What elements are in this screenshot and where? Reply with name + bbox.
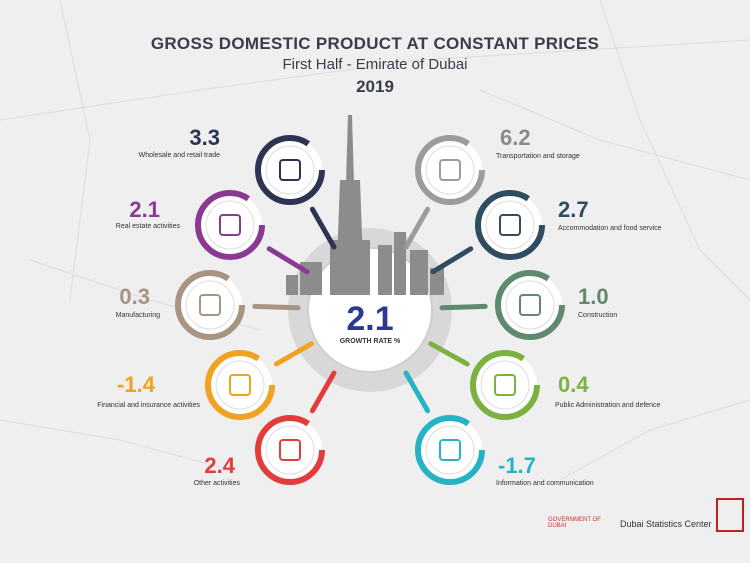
value-information: -1.7 (498, 453, 536, 478)
sector-arrow-3 (273, 341, 314, 367)
label-financial: Financial and insurance activities (97, 402, 200, 409)
label-public-admin: Public Administration and defence (555, 402, 661, 409)
value-other: 2.4 (204, 453, 235, 478)
manufacturing-icon (199, 294, 221, 316)
value-transport: 6.2 (500, 125, 531, 150)
sector-inner-ring-8 (480, 360, 530, 410)
background-map (0, 0, 750, 481)
sector-ring-4 (255, 415, 325, 485)
coin-icon (229, 374, 251, 396)
label-transport: Transportation and storage (496, 153, 580, 160)
sector-ring-8 (470, 350, 540, 420)
chart-subtitle: First Half - Emirate of Dubai (282, 56, 468, 73)
value-public-admin: 0.4 (558, 372, 589, 397)
sector-ring-1 (195, 190, 265, 260)
value-financial: -1.4 (117, 372, 155, 397)
label-manufacturing: Manufacturing (115, 312, 160, 319)
chart-title: GROSS DOMESTIC PRODUCT AT CONSTANT PRICE… (150, 34, 600, 53)
sector-inner-ring-5 (425, 145, 475, 195)
label-accommodation: Accommodation and food service (558, 225, 662, 232)
government-logo-caption: GOVERNMENT OF DUBAI (548, 517, 601, 529)
sector-arrow-9 (403, 370, 431, 414)
sector-inner-ring-6 (485, 200, 535, 250)
center-growth-value: 2.1 (346, 300, 394, 338)
sector-ring-5 (415, 135, 485, 205)
sector-ring-2 (175, 270, 245, 340)
label-wholesale: Wholesale and retail trade (138, 152, 220, 159)
dsc-logo-caption: Dubai Statistics Center (620, 519, 712, 529)
sector-inner-ring-9 (425, 425, 475, 475)
value-manufacturing: 0.3 (119, 284, 150, 309)
sector-arrow-2 (252, 303, 301, 311)
sector-arrow-7 (439, 303, 488, 311)
transport-icon (439, 159, 461, 181)
sector-graphics (175, 135, 565, 485)
excavator-icon (519, 294, 541, 316)
value-accommodation: 2.7 (558, 197, 589, 222)
value-real-estate: 2.1 (129, 197, 160, 222)
sector-inner-ring-4 (265, 425, 315, 475)
official-icon (494, 374, 516, 396)
building-icon (219, 214, 241, 236)
sector-inner-ring-7 (505, 280, 555, 330)
center-growth-label: GROWTH RATE % (339, 338, 401, 345)
sector-arrow-0 (309, 206, 337, 250)
sector-arrow-8 (428, 341, 470, 367)
value-construction: 1.0 (578, 284, 609, 309)
sector-arrow-4 (309, 370, 337, 414)
sector-arrow-1 (266, 246, 310, 275)
bar-chart-icon (279, 439, 301, 461)
label-real-estate: Real estate activities (115, 223, 180, 230)
sector-ring-6 (475, 190, 545, 260)
sector-inner-ring-3 (215, 360, 265, 410)
label-other: Other activities (193, 480, 240, 487)
chart-year: 2019 (356, 77, 394, 96)
chat-icon (439, 439, 461, 461)
sector-ring-7 (495, 270, 565, 340)
sector-inner-ring-2 (185, 280, 235, 330)
hotel-icon (499, 214, 521, 236)
skyline-illustration (286, 115, 444, 295)
sector-ring-3 (205, 350, 275, 420)
sector-arrow-6 (430, 246, 474, 275)
sector-inner-ring-1 (205, 200, 255, 250)
label-construction: Construction (578, 312, 618, 319)
shopping-cart-icon (279, 159, 301, 181)
value-wholesale: 3.3 (189, 125, 220, 150)
sector-arrow-5 (403, 206, 431, 250)
dsc-logo-icon (716, 498, 744, 532)
sector-ring-9 (415, 415, 485, 485)
sector-inner-ring-0 (265, 145, 315, 195)
sector-ring-0 (255, 135, 325, 205)
label-information: Information and communication (496, 480, 594, 487)
